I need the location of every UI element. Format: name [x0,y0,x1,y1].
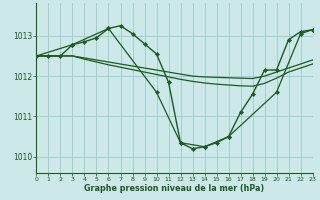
X-axis label: Graphe pression niveau de la mer (hPa): Graphe pression niveau de la mer (hPa) [84,184,265,193]
